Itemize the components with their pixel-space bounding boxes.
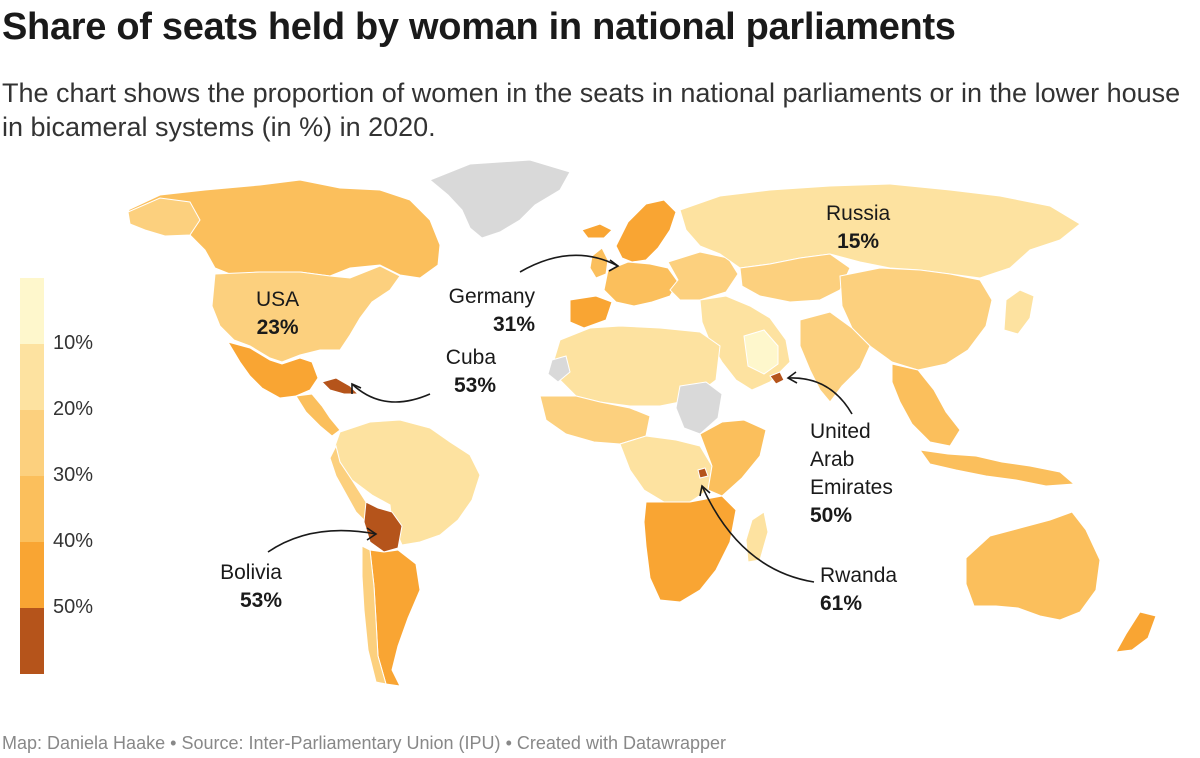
legend-bin-50-plus <box>20 608 44 674</box>
region-chile <box>361 545 387 685</box>
chart-subtitle: The chart shows the proportion of women … <box>2 78 1181 142</box>
region-australia <box>965 511 1101 621</box>
region-canada <box>127 179 441 279</box>
annotation-country: Germany <box>448 285 535 308</box>
legend-tick: 10% <box>53 332 94 354</box>
map-svg <box>127 159 1157 687</box>
annotation-value: 53% <box>453 374 496 397</box>
footer-source: Source: Inter-Parliamentary Union (IPU) <box>181 733 501 753</box>
region-alaska <box>127 197 201 237</box>
annotation-country: USA <box>256 288 300 311</box>
region-indonesia <box>918 449 1076 487</box>
footer-map-credit: Map: Daniela Haake <box>2 733 166 753</box>
arrow-bolivia <box>267 529 377 553</box>
chart-title: Share of seats held by woman in national… <box>2 6 956 48</box>
annotation-value: 23% <box>256 316 299 339</box>
annotation-value: 50% <box>810 504 853 527</box>
region-sudan <box>675 381 723 435</box>
annotation-value: 31% <box>492 313 535 336</box>
color-legend: 10% 20% 30% 40% 50% <box>20 278 120 674</box>
annotation-bolivia: Bolivia 53% <box>206 559 282 615</box>
annotation-value: 15% <box>837 230 880 253</box>
footer: Map: Daniela Haake • Source: Inter-Parli… <box>2 733 726 754</box>
region-iceland <box>581 223 613 239</box>
footer-separator: • <box>505 733 512 753</box>
annotation-country: Rwanda <box>820 564 898 587</box>
region-central-asia <box>739 253 851 303</box>
world-map <box>0 150 1200 720</box>
arrow-cuba-head <box>351 382 362 394</box>
annotation-country: Bolivia <box>220 561 282 584</box>
region-uk <box>589 247 609 279</box>
region-usa <box>211 265 401 363</box>
annotation-usa: USA 23% <box>256 286 299 342</box>
region-uae <box>769 371 785 385</box>
region-new-zealand <box>1115 611 1157 653</box>
annotation-russia: Russia 15% <box>826 200 890 256</box>
legend-bin-20-30 <box>20 410 44 476</box>
region-rwanda <box>697 467 709 479</box>
footer-created-with: Created with Datawrapper <box>516 733 727 753</box>
arrow-cuba <box>351 383 431 403</box>
region-western-sahara <box>547 355 571 383</box>
region-bolivia <box>363 501 403 553</box>
legend-tick: 20% <box>53 398 94 420</box>
annotation-country: Emirates <box>810 476 893 499</box>
region-iberia <box>569 295 613 329</box>
legend-bin-30-40 <box>20 476 44 542</box>
region-southeast-asia <box>891 363 961 447</box>
annotation-cuba: Cuba 53% <box>440 344 496 400</box>
annotation-country: United <box>810 420 871 443</box>
footer-separator: • <box>170 733 177 753</box>
legend-tick: 50% <box>53 596 94 618</box>
arrow-rwanda <box>701 485 815 583</box>
annotation-country: Cuba <box>445 346 496 369</box>
region-western-europe <box>603 261 679 307</box>
region-cuba <box>321 377 360 395</box>
region-central-america <box>295 393 341 437</box>
region-eastern-europe <box>667 251 739 301</box>
legend-bin-0-10 <box>20 278 44 344</box>
legend-bin-40-50 <box>20 542 44 608</box>
region-central-africa <box>619 435 713 503</box>
region-madagascar <box>745 511 769 563</box>
region-greenland <box>429 159 571 239</box>
region-mexico <box>226 341 319 399</box>
region-south-america <box>334 419 481 546</box>
region-india <box>799 311 871 403</box>
arrow-uae <box>787 377 853 415</box>
annotation-country: Arab <box>810 448 855 471</box>
region-japan <box>1003 289 1035 335</box>
annotation-uae: United Arab Emirates 50% <box>810 418 893 530</box>
annotation-value: 61% <box>820 592 863 615</box>
arrow-bolivia-head <box>366 527 378 541</box>
annotation-country: Russia <box>826 202 891 225</box>
arrow-germany-head <box>608 259 620 272</box>
legend-tick: 30% <box>53 464 94 486</box>
annotation-germany: Germany 31% <box>438 283 535 339</box>
region-southern-africa <box>643 495 737 603</box>
arrow-uae-head <box>786 371 798 384</box>
annotation-rwanda: Rwanda 61% <box>820 562 897 618</box>
arrow-rwanda-head <box>699 484 711 497</box>
legend-tick: 40% <box>53 530 94 552</box>
region-scandinavia <box>615 199 677 263</box>
legend-bin-10-20 <box>20 344 44 410</box>
arrow-germany <box>519 254 619 273</box>
annotation-value: 53% <box>239 589 282 612</box>
region-saudi-arabia <box>743 329 779 375</box>
region-east-africa <box>699 419 767 497</box>
